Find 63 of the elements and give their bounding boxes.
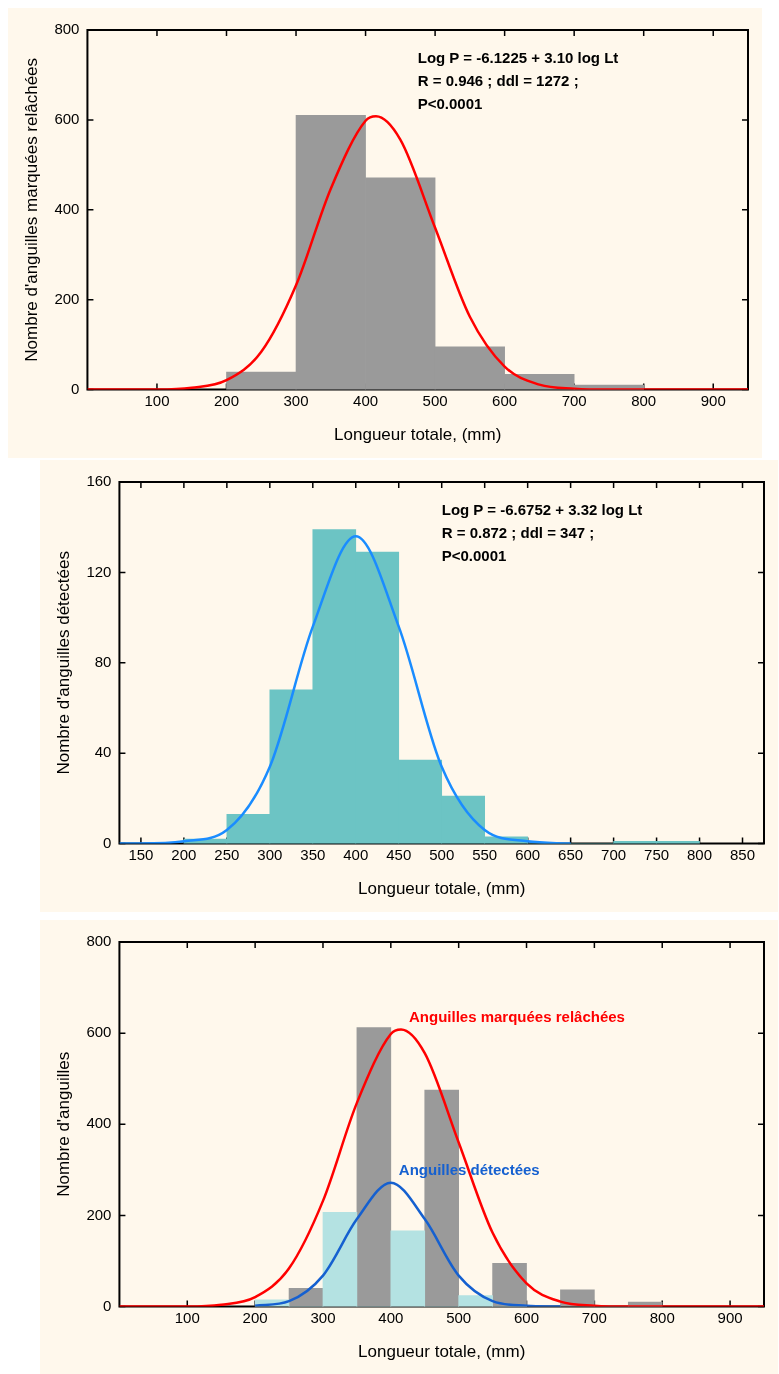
x-tick-label: 500 [422, 391, 448, 409]
x-tick-label: 900 [717, 1308, 743, 1326]
x-tick-label: 800 [687, 845, 713, 863]
y-tick-label: 40 [94, 743, 112, 761]
y-tick-label: 400 [54, 199, 80, 217]
annotation: Log P = -6.6752 + 3.32 log Lt [441, 501, 643, 519]
x-tick-label: 200 [213, 391, 240, 409]
x-tick-label: 800 [631, 391, 657, 409]
y-axis-title: Nombre d'anguilles marquées relâchées [21, 57, 41, 362]
x-tick-label: 100 [174, 1308, 200, 1326]
y-tick-label: 0 [103, 1296, 112, 1314]
y-tick-label: 800 [86, 932, 112, 950]
x-tick-label: 500 [446, 1308, 472, 1326]
x-tick-label: 400 [378, 1308, 404, 1326]
series-label: Anguilles marquées relâchées [409, 1007, 625, 1025]
y-tick-label: 0 [103, 833, 112, 851]
line-series [119, 1028, 764, 1307]
line-series [87, 115, 748, 390]
x-tick-label: 600 [514, 1308, 540, 1326]
x-tick-label: 350 [300, 845, 326, 863]
y-tick-label: 800 [54, 20, 80, 38]
annotation: P<0.0001 [441, 547, 507, 565]
x-tick-label: 850 [730, 845, 756, 863]
y-tick-label: 600 [86, 1023, 112, 1041]
x-tick-label: 300 [310, 1308, 336, 1326]
x-tick-label: 650 [558, 845, 584, 863]
annotation: P<0.0001 [417, 95, 483, 113]
x-tick-label: 400 [343, 845, 369, 863]
annotation: R = 0.872 ; ddl = 347 ; [441, 524, 595, 542]
x-tick-label: 300 [257, 845, 283, 863]
y-axis-title: Nombre d'anguilles [53, 1051, 73, 1197]
x-tick-label: 100 [144, 391, 170, 409]
x-tick-label: 700 [561, 391, 587, 409]
x-tick-label: 400 [353, 391, 379, 409]
y-tick-label: 400 [86, 1114, 112, 1132]
y-axis-title: Nombre d'anguilles détectées [53, 551, 73, 775]
x-tick-label: 700 [601, 845, 627, 863]
x-tick-label: 750 [644, 845, 670, 863]
x-axis-title: Longueur totale, (mm) [358, 1342, 526, 1362]
x-axis-title: Longueur totale, (mm) [358, 879, 526, 899]
x-tick-label: 550 [472, 845, 498, 863]
y-tick-label: 120 [86, 562, 112, 580]
y-tick-label: 200 [86, 1205, 112, 1223]
y-tick-label: 200 [54, 289, 80, 307]
x-tick-label: 300 [283, 391, 309, 409]
x-tick-label: 250 [214, 845, 240, 863]
annotation: R = 0.946 ; ddl = 1272 ; [417, 72, 579, 90]
y-tick-label: 160 [86, 472, 112, 490]
x-tick-label: 800 [649, 1308, 675, 1326]
x-tick-label: 200 [171, 845, 197, 863]
x-tick-label: 900 [700, 391, 726, 409]
x-tick-label: 600 [515, 845, 541, 863]
annotation: Log P = -6.1225 + 3.10 log Lt [417, 49, 619, 67]
x-tick-label: 700 [581, 1308, 607, 1326]
x-tick-label: 600 [492, 391, 518, 409]
x-tick-label: 150 [128, 845, 154, 863]
y-tick-label: 80 [94, 652, 112, 670]
x-tick-label: 500 [429, 845, 455, 863]
y-tick-label: 600 [54, 110, 80, 128]
y-tick-label: 0 [71, 379, 80, 397]
x-tick-label: 200 [242, 1308, 268, 1326]
x-tick-label: 450 [386, 845, 412, 863]
x-axis-title: Longueur totale, (mm) [334, 425, 502, 445]
